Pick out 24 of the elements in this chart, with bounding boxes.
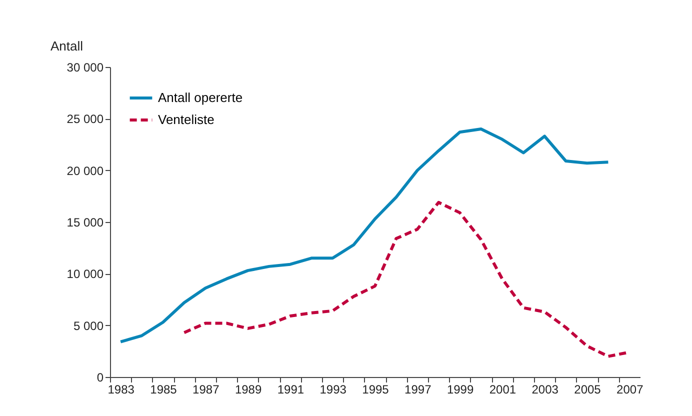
y-tick-label: 15 000 bbox=[66, 216, 104, 230]
y-tick-label: 5 000 bbox=[73, 318, 104, 333]
x-tick-label: 2001 bbox=[489, 382, 516, 396]
y-axis-title: Antall bbox=[50, 38, 84, 54]
x-tick-label: 2005 bbox=[574, 382, 602, 396]
y-tick-label: 30 000 bbox=[66, 60, 104, 74]
x-tick-label: 2003 bbox=[532, 382, 559, 396]
x-tick-label: 1985 bbox=[150, 382, 178, 396]
y-tick-label: 10 000 bbox=[66, 267, 104, 282]
legend-label: Venteliste bbox=[158, 112, 214, 127]
x-tick-label: 1997 bbox=[404, 382, 432, 396]
x-tick-label: 2007 bbox=[616, 382, 644, 396]
x-tick-label: 1983 bbox=[108, 382, 135, 396]
x-tick-label: 1999 bbox=[446, 382, 474, 396]
x-tick-label: 1991 bbox=[277, 382, 304, 396]
y-tick-label: 20 000 bbox=[66, 164, 104, 178]
legend-label: Antall opererte bbox=[158, 90, 243, 105]
x-tick-label: 1987 bbox=[192, 382, 220, 396]
x-tick-label: 1995 bbox=[362, 382, 390, 396]
y-tick-label: 0 bbox=[96, 370, 104, 384]
line-series bbox=[119, 128, 610, 344]
x-tick-label: 1993 bbox=[320, 382, 347, 396]
x-tick-label: 1989 bbox=[234, 382, 262, 396]
y-tick-label: 25 000 bbox=[66, 112, 104, 126]
